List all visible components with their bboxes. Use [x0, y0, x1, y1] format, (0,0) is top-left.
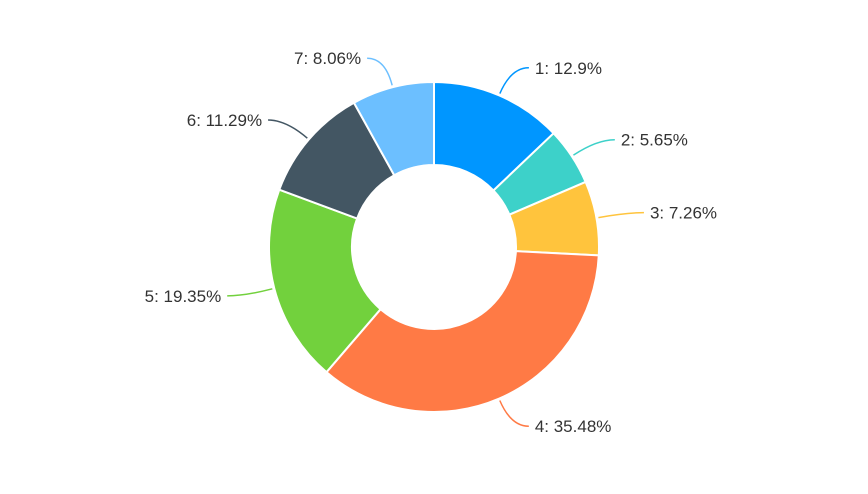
leader-line-5 [227, 288, 273, 297]
leader-line-7 [367, 57, 393, 86]
leader-line-3 [598, 211, 644, 219]
slice-5[interactable] [268, 188, 382, 374]
slice-7[interactable] [352, 80, 435, 177]
slice-label-5: 5: 19.35% [145, 287, 222, 306]
leader-line-6 [268, 119, 308, 139]
labels-layer: 1: 12.9% 2: 5.65% 3: 7.26% 4: 35.48% 5: 19.3… [145, 49, 717, 436]
slice-4[interactable] [325, 250, 600, 413]
slice-label-1: 1: 12.9% [535, 59, 602, 78]
slice-label-2: 2: 5.65% [621, 131, 688, 150]
leader-lines-layer [227, 57, 644, 427]
leader-line-2 [573, 138, 615, 156]
slice-label-3: 3: 7.26% [650, 204, 717, 223]
leader-line-4 [499, 400, 529, 427]
slice-label-7: 7: 8.06% [294, 49, 361, 68]
slices-layer [268, 80, 600, 413]
slice-label-6: 6: 11.29% [187, 111, 262, 130]
slice-label-4: 4: 35.48% [535, 417, 612, 436]
leader-line-1 [499, 67, 529, 94]
